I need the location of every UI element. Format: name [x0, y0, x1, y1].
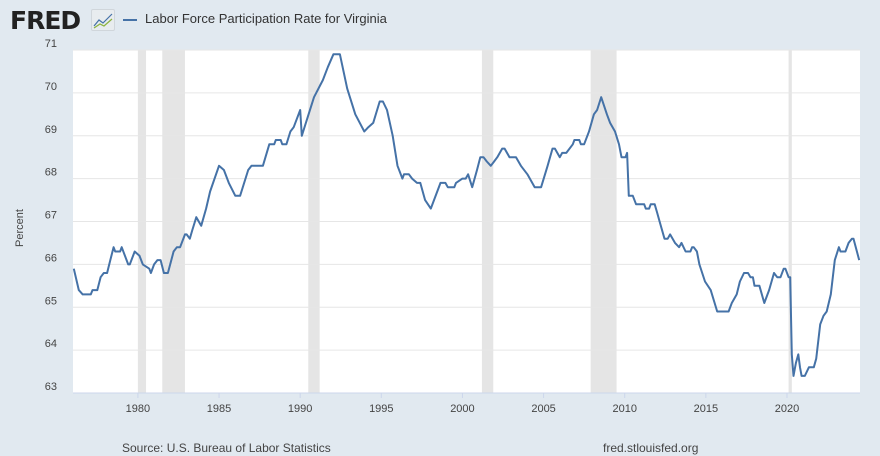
- y-tick-label: 65: [45, 295, 57, 307]
- site-link[interactable]: fred.stlouisfed.org: [603, 441, 699, 455]
- source-note: Source: U.S. Bureau of Labor Statistics: [122, 441, 331, 455]
- y-tick-label: 69: [45, 124, 57, 136]
- y-tick-label: 68: [45, 167, 57, 179]
- x-tick-label: 1980: [126, 403, 150, 415]
- y-tick-label: 71: [45, 38, 57, 50]
- y-tick-label: 67: [45, 210, 57, 222]
- chart-title[interactable]: Labor Force Participation Rate for Virgi…: [145, 11, 387, 26]
- x-tick-label: 2010: [612, 403, 636, 415]
- x-tick-label: 1995: [369, 403, 393, 415]
- x-tick-label: 2020: [775, 403, 799, 415]
- x-tick-label: 2015: [694, 403, 718, 415]
- y-tick-label: 63: [45, 381, 57, 393]
- y-tick-label: 64: [45, 338, 57, 350]
- legend-line-swatch: [123, 19, 137, 21]
- series-line: [72, 53, 861, 377]
- y-axis-label: Percent: [14, 209, 26, 247]
- fred-logo[interactable]: FRED: [10, 6, 81, 35]
- y-tick-label: 66: [45, 252, 57, 264]
- fred-graph-icon: [91, 9, 115, 31]
- x-tick-label: 2005: [531, 403, 555, 415]
- x-tick-label: 2000: [450, 403, 474, 415]
- y-tick-label: 70: [45, 81, 57, 93]
- x-tick-label: 1985: [207, 403, 231, 415]
- x-tick-label: 1990: [288, 403, 312, 415]
